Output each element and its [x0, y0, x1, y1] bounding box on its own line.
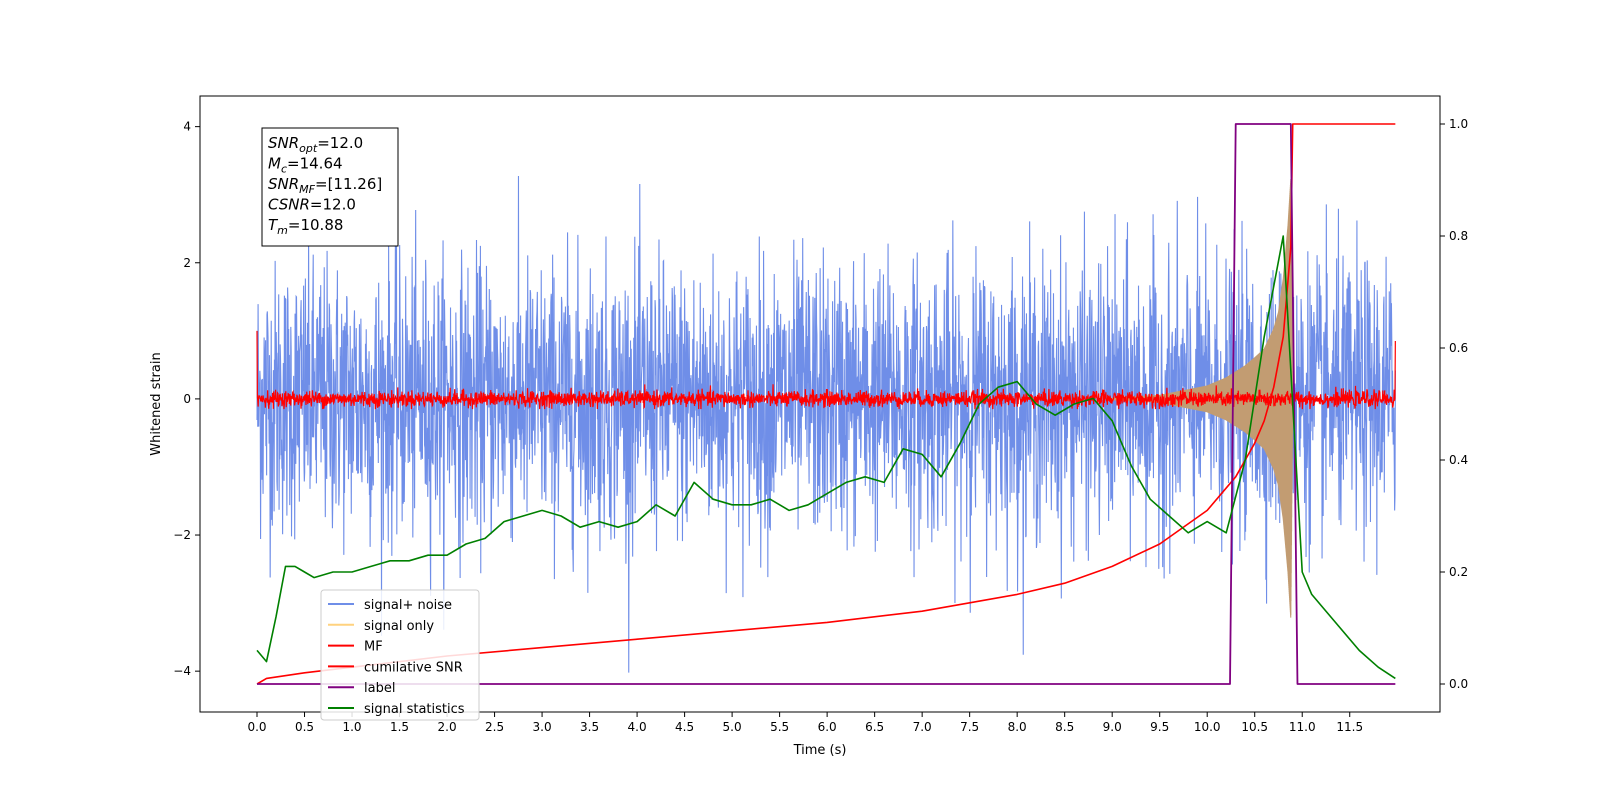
- plot-frame: [199, 95, 1441, 713]
- y-left-tick-label: −4: [173, 664, 191, 678]
- annotation-line: SNRopt=12.0: [268, 134, 363, 155]
- legend-label: signal only: [364, 619, 434, 634]
- x-tick-label: 0.0: [247, 720, 266, 734]
- legend-label: MF: [364, 640, 383, 655]
- x-tick-label: 9.0: [1103, 720, 1122, 734]
- y-left-tick-label: −2: [173, 528, 191, 542]
- x-tick-label: 5.5: [770, 720, 789, 734]
- x-tick-label: 3.5: [580, 720, 599, 734]
- series-signal-noise: [256, 175, 1396, 673]
- y-right-tick-label: 0.4: [1449, 453, 1468, 467]
- y-left-tick-label: 4: [183, 120, 191, 134]
- x-tick-label: 4.5: [675, 720, 694, 734]
- annotation-box: SNRopt=12.0Mc=14.64SNRMF=[11.26]CSNR=12.…: [261, 127, 399, 247]
- annotation-line: Mc=14.64: [268, 155, 343, 176]
- annotation-line: Tm=10.88: [268, 216, 343, 237]
- legend-label: signal statistics: [364, 702, 465, 717]
- series-mf: [256, 330, 1396, 410]
- x-tick-label: 2.0: [438, 720, 457, 734]
- x-tick-label: 8.0: [1008, 720, 1027, 734]
- x-tick-label: 4.0: [628, 720, 647, 734]
- x-tick-label: 5.0: [723, 720, 742, 734]
- x-tick-label: 3.0: [533, 720, 552, 734]
- legend-label: cumilative SNR: [364, 660, 463, 675]
- x-tick-label: 7.0: [913, 720, 932, 734]
- legend-frame: [320, 589, 480, 721]
- x-tick-label: 7.5: [960, 720, 979, 734]
- annotation-frame: [261, 127, 399, 247]
- y-right-tick-label: 0.2: [1449, 565, 1468, 579]
- legend-label: signal+ noise: [364, 598, 452, 613]
- axes: 0.0 0.5 1.0 1.5 2.0 2.5 3.0 3.5 4.0 4.5 5.0 5.5 6.0 6…: [173, 117, 1468, 734]
- y-axis-label: Whitened strain: [149, 352, 164, 455]
- x-tick-label: 6.0: [818, 720, 837, 734]
- x-tick-label: 1.0: [342, 720, 361, 734]
- x-tick-label: 6.5: [865, 720, 884, 734]
- x-tick-label: 8.5: [1055, 720, 1074, 734]
- y-right-tick-label: 1.0: [1449, 117, 1468, 131]
- x-tick-label: 10.0: [1194, 720, 1221, 734]
- y-left-tick-label: 0: [183, 392, 191, 406]
- x-tick-label: 10.5: [1241, 720, 1268, 734]
- legend: signal+ noise signal only MF cumilative SNR…: [320, 589, 480, 721]
- x-tick-label: 0.5: [295, 720, 314, 734]
- x-tick-label: 1.5: [390, 720, 409, 734]
- y-right-tick-label: 0.8: [1449, 229, 1468, 243]
- x-tick-label: 11.5: [1336, 720, 1363, 734]
- x-tick-label: 11.0: [1289, 720, 1316, 734]
- x-tick-label: 2.5: [485, 720, 504, 734]
- y-right-tick-label: 0.0: [1449, 677, 1468, 691]
- x-axis-label: Time (s): [793, 743, 847, 758]
- series-signal-statistics: [256, 235, 1396, 680]
- annotation-line: SNRMF=[11.26]: [268, 175, 382, 196]
- y-left-tick-label: 2: [183, 256, 191, 270]
- y-right-tick-label: 0.6: [1449, 341, 1468, 355]
- series-label: [257, 123, 1396, 685]
- legend-label: label: [364, 681, 395, 696]
- x-tick-label: 9.5: [1150, 720, 1169, 734]
- annotation-line: CSNR=12.0: [268, 196, 356, 214]
